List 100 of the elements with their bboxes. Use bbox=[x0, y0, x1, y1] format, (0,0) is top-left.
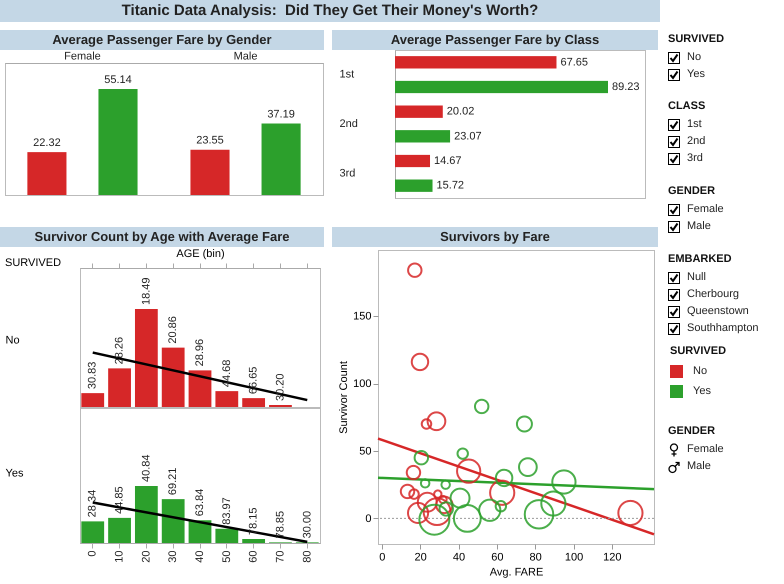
text: EMBARKED bbox=[668, 253, 733, 265]
bar bbox=[395, 56, 556, 68]
category-label: Female bbox=[687, 442, 724, 457]
point bbox=[518, 457, 538, 477]
x-tick-label: 0 bbox=[379, 552, 386, 564]
y-tick-label: 100 bbox=[353, 378, 372, 390]
category-label: Cherbourg bbox=[687, 287, 739, 302]
category-label: Queenstown bbox=[687, 304, 749, 319]
data-label: 55.14 bbox=[104, 74, 132, 86]
point bbox=[494, 468, 514, 488]
text: SURVIVED bbox=[5, 257, 62, 269]
data-label: 23.07 bbox=[454, 130, 482, 142]
x-tick-label: 60 bbox=[248, 550, 260, 563]
x-tick-label: 40 bbox=[452, 552, 466, 564]
data-label: 15.72 bbox=[436, 180, 464, 192]
category-label: Southhampton bbox=[687, 321, 759, 336]
x-tick-label: 20 bbox=[414, 552, 427, 564]
y-axis-title: Survivor Count bbox=[338, 361, 350, 434]
y-tick-label: 50 bbox=[359, 445, 372, 458]
text: SURVIVED bbox=[668, 33, 724, 45]
point bbox=[410, 352, 430, 372]
bar bbox=[395, 80, 608, 94]
x-axis-title: Avg. FARE bbox=[490, 566, 544, 578]
category-label: Male bbox=[687, 459, 711, 474]
text: GENDER bbox=[668, 425, 716, 437]
annotation: 28.26 bbox=[114, 336, 126, 364]
bar bbox=[134, 309, 158, 408]
annotation: 30.00 bbox=[301, 510, 314, 538]
y-axis-title: Yes bbox=[6, 468, 24, 480]
bar bbox=[81, 393, 104, 408]
x-tick-label: 80 bbox=[530, 552, 542, 564]
category-label: Female bbox=[687, 202, 724, 217]
legend-label: Yes bbox=[693, 384, 711, 398]
data-label: 67.65 bbox=[560, 56, 588, 68]
text: Titanic Data Analysis: Did They Get Their Money's Worth? bbox=[0, 0, 660, 22]
category-label: Male bbox=[687, 219, 711, 234]
x-tick-label: 50 bbox=[220, 550, 233, 563]
x-tick-label: 120 bbox=[603, 552, 622, 564]
y-tick-label: 0 bbox=[365, 512, 372, 525]
text: GENDER bbox=[668, 185, 716, 197]
x-axis-title: AGE (bin) bbox=[176, 248, 225, 260]
x-tick-label: 20 bbox=[140, 550, 152, 563]
y-tick-label: 150 bbox=[353, 310, 372, 323]
bar bbox=[108, 518, 131, 543]
annotation: 30.83 bbox=[86, 362, 99, 390]
y-tick-label: 1st bbox=[340, 68, 354, 81]
x-tick-label: 100 bbox=[564, 552, 584, 564]
bar bbox=[215, 391, 238, 408]
bar bbox=[27, 152, 66, 195]
bar bbox=[395, 180, 433, 192]
x-tick-label: 80 bbox=[301, 550, 314, 563]
x-tick-label: 70 bbox=[274, 550, 286, 563]
category-label: No bbox=[687, 50, 702, 65]
bar bbox=[242, 398, 266, 408]
category-label: 3rd bbox=[687, 151, 703, 166]
bar bbox=[162, 348, 185, 408]
x-tick-label: 0 bbox=[86, 550, 99, 557]
annotation: 69.21 bbox=[167, 468, 180, 496]
x-tick-label: 30 bbox=[167, 550, 180, 563]
x-tick-label: 10 bbox=[114, 550, 126, 563]
chart-title: Average Passenger Fare by Class bbox=[332, 30, 658, 50]
bar bbox=[134, 486, 158, 543]
bar bbox=[81, 521, 104, 543]
annotation: 28.96 bbox=[194, 338, 206, 366]
x-tick-label: 40 bbox=[194, 550, 206, 563]
data-label: 20.02 bbox=[446, 106, 474, 118]
data-label: 22.32 bbox=[33, 137, 61, 150]
y-tick-label: 2nd bbox=[340, 118, 358, 130]
category-label: Yes bbox=[687, 67, 705, 82]
chart-title: Average Passenger Fare by Gender bbox=[0, 30, 324, 50]
point bbox=[516, 415, 533, 432]
point bbox=[426, 411, 446, 432]
annotation: 18.49 bbox=[140, 277, 152, 305]
bar bbox=[190, 150, 230, 195]
y-axis-title: No bbox=[6, 334, 20, 346]
legend-label: No bbox=[693, 364, 708, 378]
chart-title: Survivor Count by Age with Average Fare bbox=[0, 227, 324, 247]
bar bbox=[98, 89, 138, 195]
annotation: 63.84 bbox=[194, 488, 206, 516]
x-tick-label: 60 bbox=[491, 552, 504, 564]
data-label: 37.19 bbox=[267, 108, 295, 121]
bar bbox=[242, 539, 266, 543]
data-label: 23.55 bbox=[196, 134, 224, 147]
bar bbox=[395, 130, 450, 142]
bar bbox=[215, 528, 238, 543]
y-tick-label: 3rd bbox=[340, 167, 356, 180]
text: CLASS bbox=[668, 100, 706, 112]
bar bbox=[395, 154, 430, 168]
data-label: 14.67 bbox=[434, 155, 462, 167]
category-label: 2nd bbox=[687, 134, 706, 149]
bar bbox=[262, 124, 301, 195]
annotation: 83.97 bbox=[220, 497, 233, 525]
category-label: 1st bbox=[687, 117, 702, 132]
bar bbox=[108, 368, 131, 408]
annotation: 28.34 bbox=[86, 490, 99, 518]
annotation: 40.84 bbox=[140, 454, 152, 482]
legend-title: SURVIVED bbox=[670, 345, 726, 357]
category-label: Null bbox=[687, 270, 706, 285]
chart-title: Survivors by Fare bbox=[332, 227, 658, 247]
data-label: 89.23 bbox=[612, 81, 640, 93]
